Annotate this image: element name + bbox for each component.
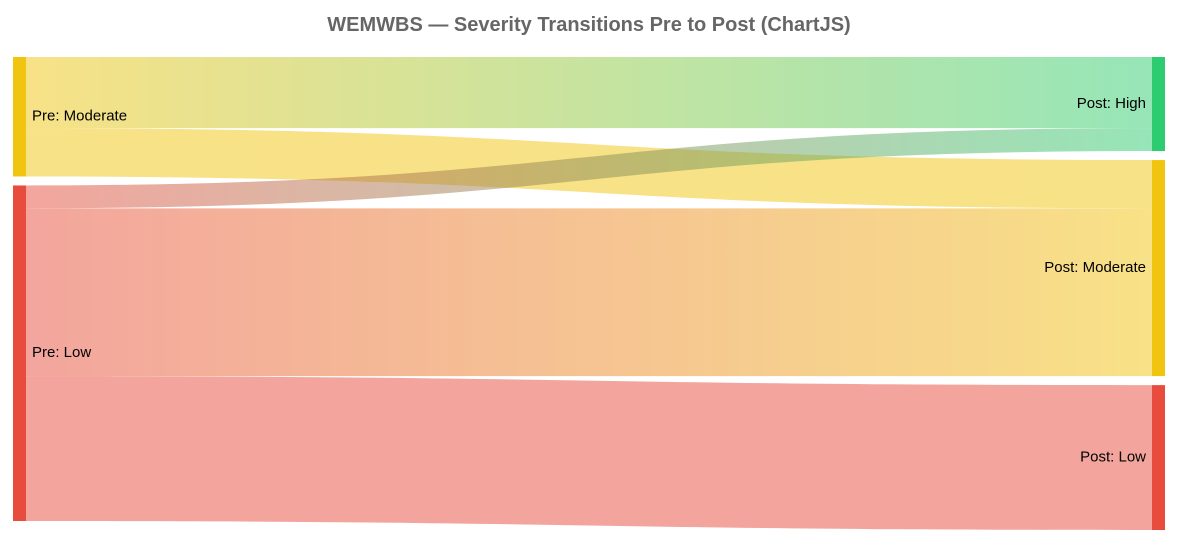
flow-pre_low-to-post_high[interactable] [26, 128, 1152, 209]
flow-pre_moderate-to-post_high[interactable] [26, 57, 1152, 129]
chart-title: WEMWBS — Severity Transitions Pre to Pos… [327, 14, 851, 36]
node-label-post_moderate: Post: Moderate [1044, 259, 1146, 276]
flow-pre_low-to-post_low[interactable] [26, 376, 1152, 530]
labels-layer: Pre: Moderate Pre: Low Post: High Post: Mod… [32, 95, 1146, 466]
node-label-pre_low: Pre: Low [32, 344, 91, 361]
node-label-pre_moderate: Pre: Moderate [32, 108, 127, 125]
node-label-post_low: Post: Low [1080, 449, 1146, 466]
node-pre_low[interactable] [13, 185, 26, 521]
flow-pre_low-to-post_moderate[interactable] [26, 208, 1152, 377]
node-pre_moderate[interactable] [13, 57, 26, 177]
flows-layer [26, 57, 1152, 530]
node-label-post_high: Post: High [1077, 95, 1146, 112]
node-post_moderate[interactable] [1152, 160, 1165, 377]
nodes-layer [13, 57, 1165, 530]
node-post_high[interactable] [1152, 57, 1165, 152]
node-post_low[interactable] [1152, 385, 1165, 530]
